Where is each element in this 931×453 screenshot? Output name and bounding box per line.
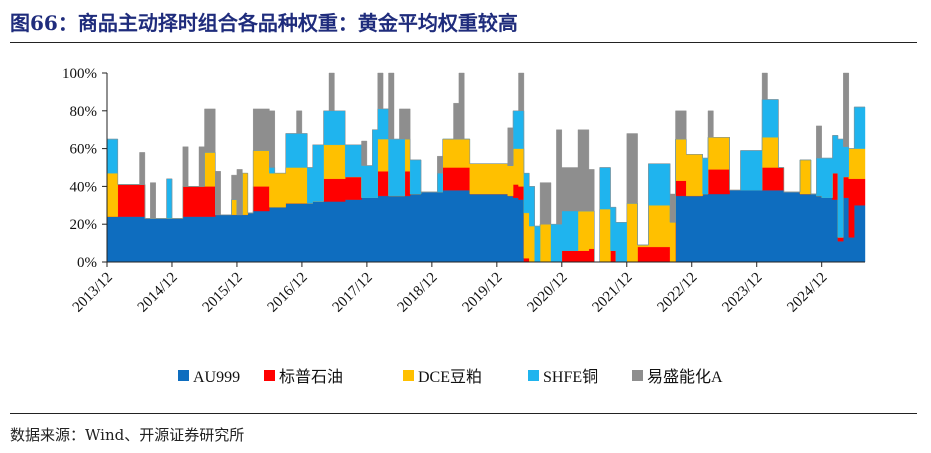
y-tick-label: 0% <box>77 255 97 271</box>
x-tick-label: 2024/12 <box>784 270 830 316</box>
legend-label: AU999 <box>193 369 240 386</box>
legend-label: SHFE铜 <box>543 368 598 386</box>
y-tick-label: 20% <box>70 217 98 233</box>
x-tick-label: 2022/12 <box>654 270 700 316</box>
legend-swatch <box>403 370 414 381</box>
x-tick-label: 2023/12 <box>719 270 765 316</box>
legend-swatch <box>178 370 189 381</box>
y-tick-label: 40% <box>70 179 98 195</box>
legend-swatch <box>528 370 539 381</box>
source-divider <box>10 413 917 414</box>
x-tick-label: 2014/12 <box>135 270 181 316</box>
legend: AU999 标普石油 DCE豆粕 SHFE铜 易盛能化A <box>178 368 723 386</box>
x-tick-label: 2019/12 <box>460 270 506 316</box>
y-tick-label: 80% <box>70 104 98 120</box>
figure-title: 图66：商品主动择时组合各品种权重：黄金平均权重较高 <box>10 11 518 35</box>
source-note: 数据来源：Wind、开源证券研究所 <box>10 426 245 444</box>
x-tick-label: 2018/12 <box>395 270 441 316</box>
y-tick-label: 100% <box>62 66 97 82</box>
x-tick-label: 2020/12 <box>525 270 571 316</box>
x-tick-label: 2013/12 <box>70 270 116 316</box>
legend-swatch <box>632 370 643 381</box>
x-tick-label: 2017/12 <box>330 270 376 316</box>
title-divider <box>10 42 917 43</box>
legend-label: 易盛能化A <box>647 368 723 386</box>
area-series-4 <box>107 72 865 263</box>
legend-swatch <box>264 370 275 381</box>
y-tick-label: 60% <box>70 142 98 158</box>
x-tick-label: 2016/12 <box>265 270 311 316</box>
x-tick-label: 2015/12 <box>200 270 246 316</box>
plot-areas <box>106 72 866 263</box>
legend-label: 标普石油 <box>279 368 343 386</box>
legend-label: DCE豆粕 <box>418 368 482 386</box>
x-tick-label: 2021/12 <box>590 270 636 316</box>
